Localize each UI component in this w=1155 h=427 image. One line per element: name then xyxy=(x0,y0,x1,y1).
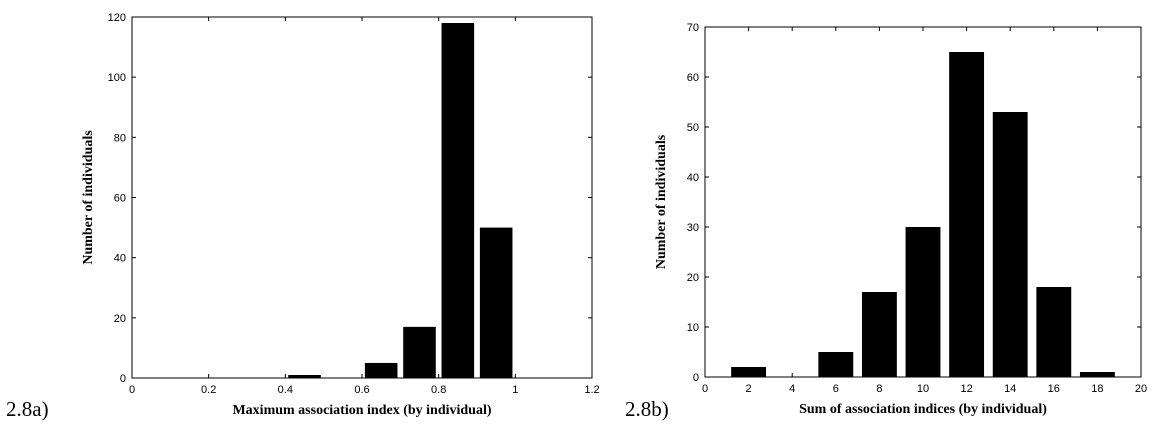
x-tick-label: 0.4 xyxy=(278,384,293,396)
y-tick-label: 20 xyxy=(687,272,699,284)
y-axis-title: Number of individuals xyxy=(654,134,669,269)
y-tick-label: 10 xyxy=(687,322,699,334)
bar xyxy=(479,227,513,378)
x-tick-label: 1.2 xyxy=(584,384,599,396)
x-axis-title: Sum of association indices (by individua… xyxy=(799,402,1047,417)
x-tick-label: 2 xyxy=(746,383,752,395)
bar xyxy=(905,227,941,377)
x-tick-label: 14 xyxy=(1004,383,1016,395)
bar xyxy=(288,374,321,378)
bar xyxy=(861,292,897,377)
x-tick-label: 4 xyxy=(789,383,795,395)
bar xyxy=(1036,287,1072,377)
x-tick-label: 16 xyxy=(1048,383,1060,395)
bar xyxy=(818,352,854,377)
bar xyxy=(731,367,767,377)
x-tick-label: 0.6 xyxy=(354,384,369,396)
y-tick-label: 60 xyxy=(114,193,126,205)
y-tick-label: 40 xyxy=(687,172,699,184)
x-tick-label: 6 xyxy=(833,383,839,395)
x-tick-label: 8 xyxy=(876,383,882,395)
panel-label-a: 2.8a) xyxy=(6,397,49,421)
x-tick-label: 0.2 xyxy=(201,384,216,396)
x-tick-label: 1 xyxy=(512,384,518,396)
y-tick-label: 0 xyxy=(120,373,126,385)
x-tick-label: 18 xyxy=(1091,383,1103,395)
y-tick-label: 30 xyxy=(687,222,699,234)
x-tick-label: 0 xyxy=(702,383,708,395)
x-tick-label: 20 xyxy=(1135,383,1147,395)
y-tick-label: 20 xyxy=(114,313,126,325)
y-tick-label: 120 xyxy=(108,12,126,24)
y-tick-label: 50 xyxy=(687,122,699,134)
bar xyxy=(403,326,436,378)
x-tick-label: 10 xyxy=(917,383,929,395)
panel-label-b: 2.8b) xyxy=(625,397,669,421)
y-tick-label: 70 xyxy=(687,22,699,34)
x-tick-label: 0 xyxy=(129,384,135,396)
y-axis-title: Number of individuals xyxy=(81,130,96,265)
x-tick-label: 12 xyxy=(960,383,972,395)
bar xyxy=(949,52,985,377)
bar xyxy=(364,362,398,378)
y-tick-label: 60 xyxy=(687,72,699,84)
x-axis-title: Maximum association index (by individual… xyxy=(232,403,491,418)
y-tick-label: 80 xyxy=(114,132,126,144)
y-tick-label: 40 xyxy=(114,253,126,265)
bar xyxy=(441,23,475,379)
y-tick-label: 0 xyxy=(693,372,699,384)
bar xyxy=(992,112,1028,377)
x-tick-label: 0.8 xyxy=(431,384,446,396)
y-tick-label: 100 xyxy=(108,72,126,84)
